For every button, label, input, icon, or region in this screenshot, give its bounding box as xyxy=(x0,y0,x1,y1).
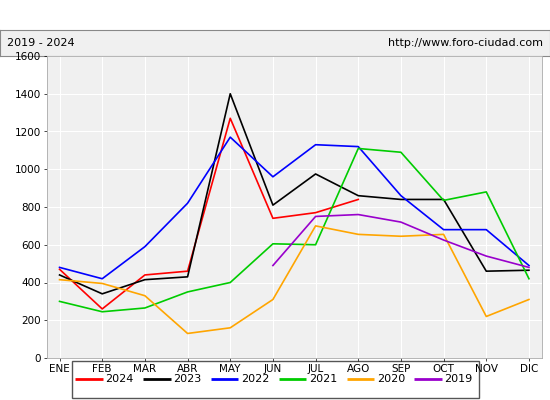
Text: http://www.foro-ciudad.com: http://www.foro-ciudad.com xyxy=(388,38,543,48)
Text: 2024: 2024 xyxy=(106,374,134,384)
Text: Evolucion Nº Turistas Extranjeros en el municipio de Tremp: Evolucion Nº Turistas Extranjeros en el … xyxy=(79,8,471,22)
Text: 2020: 2020 xyxy=(377,374,405,384)
Text: 2021: 2021 xyxy=(309,374,337,384)
Text: 2023: 2023 xyxy=(173,374,201,384)
Text: 2019: 2019 xyxy=(444,374,473,384)
Text: 2019 - 2024: 2019 - 2024 xyxy=(7,38,74,48)
Bar xyxy=(72,361,478,398)
Text: 2022: 2022 xyxy=(241,374,270,384)
